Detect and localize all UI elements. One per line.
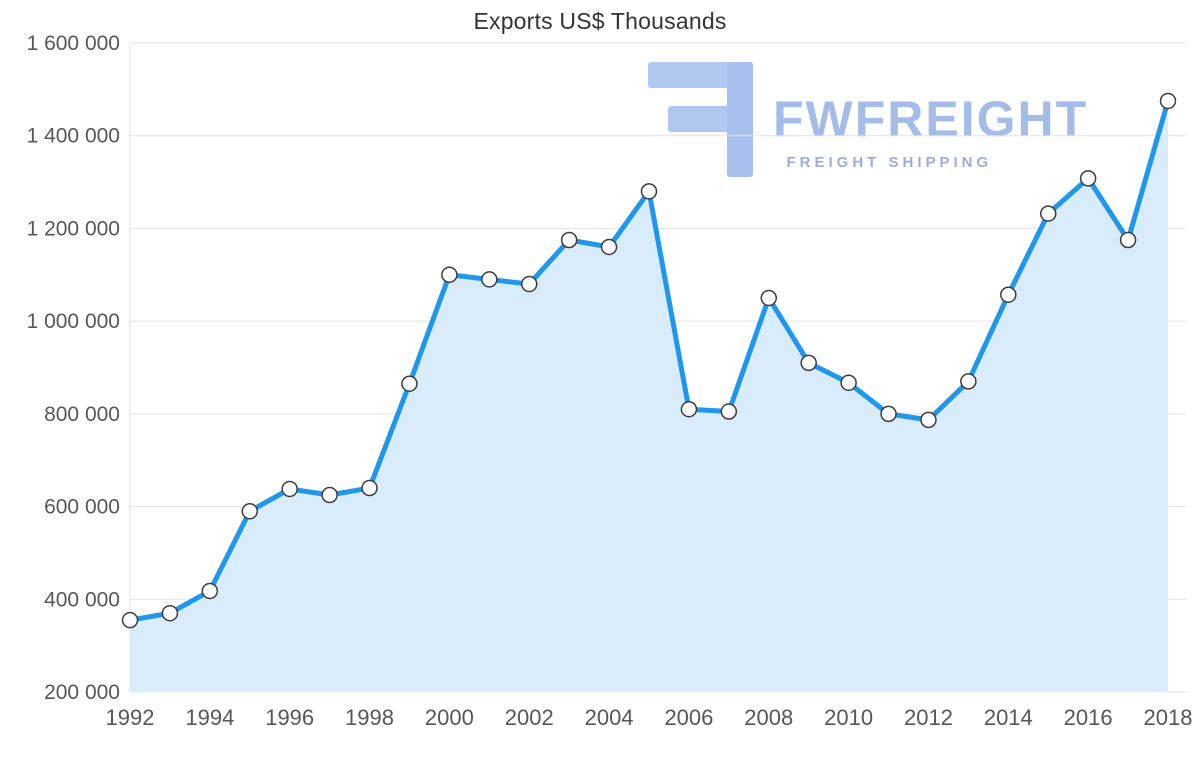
data-point [361,479,378,497]
data-point [800,354,817,372]
data-point [920,411,937,429]
data-point [640,183,658,200]
data-point [121,611,139,629]
x-tick-label: 1992 [106,705,155,730]
x-tick-label: 1998 [345,705,394,730]
x-tick-label: 2002 [505,705,554,730]
data-point [680,400,698,418]
y-tick-label: 200 000 [44,681,120,704]
y-tick-label: 600 000 [44,496,120,519]
data-point [1039,205,1057,222]
x-tick-label: 2000 [425,705,474,730]
data-point [520,275,538,293]
y-tick-label: 1 400 000 [27,125,120,148]
x-tick-label: 2006 [664,705,713,730]
x-tick-label: 2014 [984,705,1033,730]
data-point [1159,92,1177,110]
data-point [401,375,418,392]
y-tick-label: 400 000 [44,588,120,611]
data-point [960,373,977,390]
data-point [1119,231,1137,249]
data-point [321,486,338,504]
data-point [560,231,578,249]
data-point [281,480,298,498]
data-point [1000,286,1017,303]
data-point [720,403,738,420]
x-tick-label: 2004 [585,705,634,730]
data-point [880,405,897,423]
x-tick-label: 2018 [1144,705,1193,730]
x-tick-label: 2008 [744,705,793,730]
data-point [1079,170,1097,187]
data-point [481,271,498,288]
data-point [241,502,259,520]
area-fill [130,100,1168,693]
y-tick-label: 800 000 [44,403,120,426]
x-tick-label: 1996 [265,705,314,730]
x-tick-label: 2012 [904,705,953,730]
x-tick-label: 2016 [1064,705,1113,730]
y-tick-label: 1 200 000 [27,217,120,240]
data-point [600,238,618,256]
fwfreight-logo-icon [648,62,753,177]
data-point [201,582,219,600]
y-tick-label: 1 000 000 [27,310,120,333]
watermark-tagline: FREIGHT SHIPPING [786,154,993,171]
data-point [760,289,778,307]
x-tick-label: 2010 [824,705,873,730]
data-point [840,374,857,392]
data-point [161,604,179,622]
chart-title: Exports US$ Thousands [473,8,727,34]
x-tick-label: 1994 [185,705,234,730]
data-point [441,266,458,284]
y-tick-label: 1 600 000 [27,32,120,55]
